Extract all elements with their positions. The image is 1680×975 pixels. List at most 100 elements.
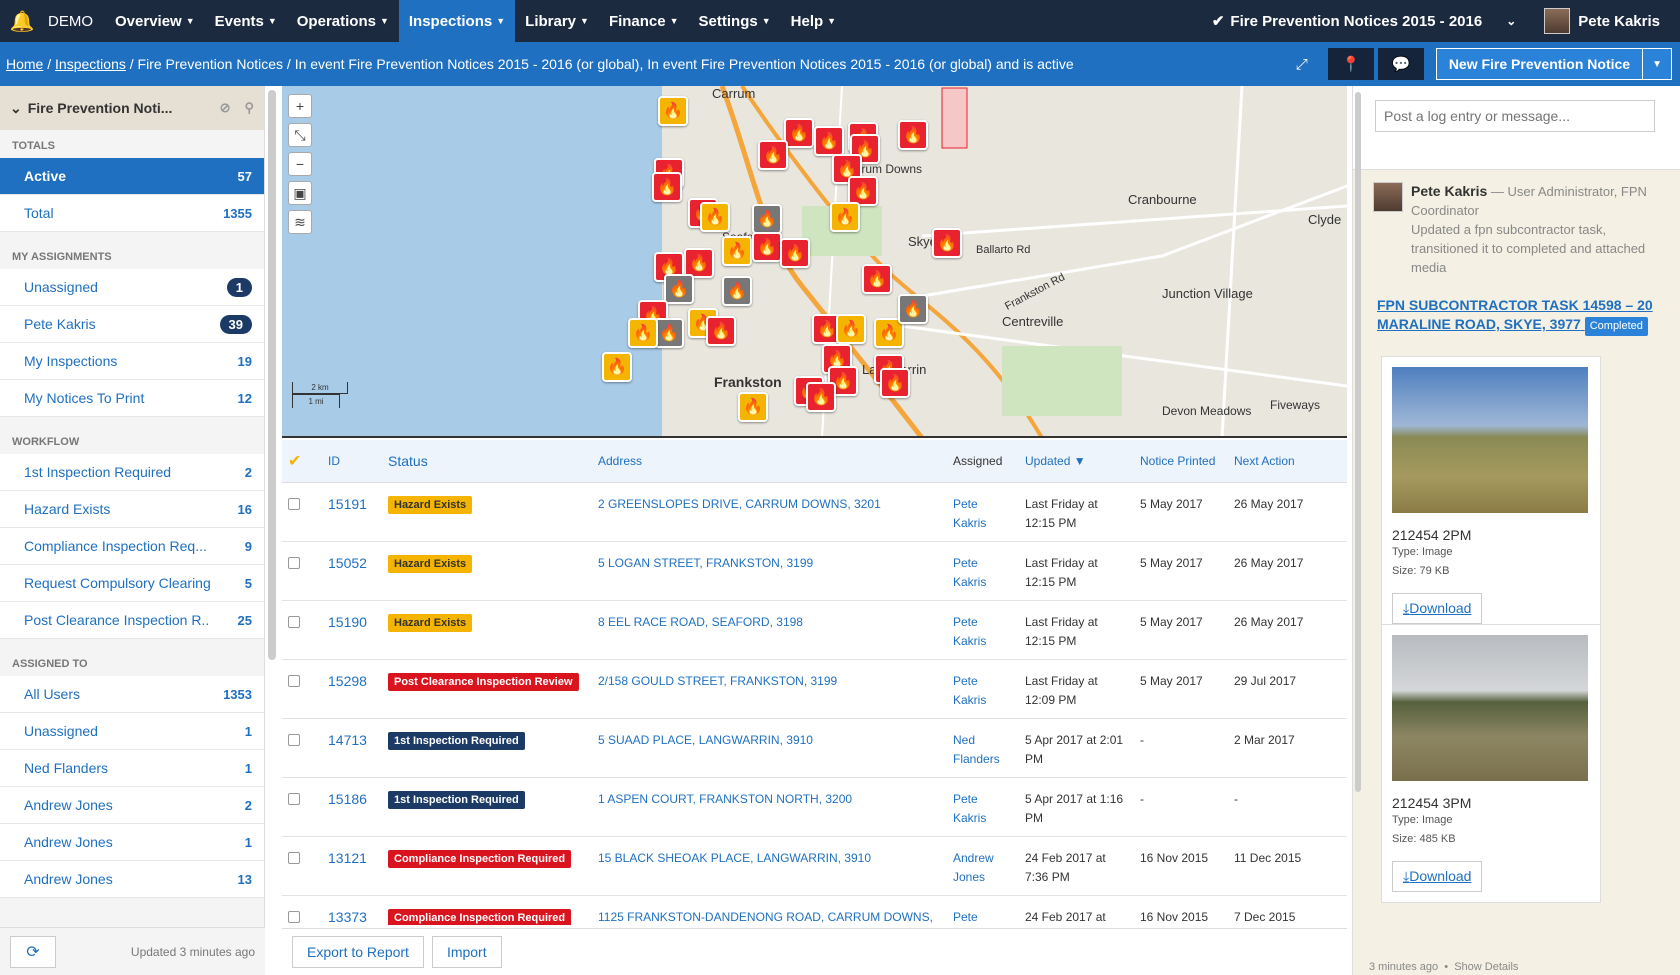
column-updated[interactable]: Updated ▼ (1019, 440, 1134, 483)
sidebar-item[interactable]: Andrew Jones 2 (0, 787, 264, 824)
fire-marker-icon[interactable]: 🔥 (654, 252, 684, 282)
row-checkbox[interactable] (288, 851, 300, 864)
nav-library[interactable]: Library ▼ (525, 12, 589, 30)
sidebar-item[interactable]: All Users 1353 (0, 676, 264, 713)
expand-icon[interactable]: ⤢ (1295, 55, 1308, 73)
fire-marker-icon[interactable]: 🔥 (738, 392, 768, 422)
fire-marker-icon[interactable]: 🔥 (848, 176, 878, 206)
fire-marker-icon[interactable]: 🔥 (602, 352, 632, 382)
fire-marker-icon[interactable]: 🔥 (780, 238, 810, 268)
download-button[interactable]: ⤓Download (1392, 593, 1483, 624)
fire-marker-icon[interactable]: 🔥 (850, 134, 880, 164)
row-checkbox[interactable] (288, 615, 300, 628)
attachment-photo[interactable] (1392, 635, 1588, 781)
task-link[interactable]: FPN SUBCONTRACTOR TASK 14598 – 20 MARALI… (1377, 296, 1667, 336)
sidebar-scrollbar[interactable] (268, 90, 276, 660)
sidebar-item[interactable]: Ned Flanders 1 (0, 750, 264, 787)
row-checkbox[interactable] (288, 910, 300, 923)
address-link[interactable]: 1 ASPEN COURT, FRANKSTON NORTH, 3200 (592, 777, 947, 837)
sidebar-item[interactable]: 1st Inspection Required 2 (0, 454, 264, 491)
notice-id[interactable]: 15190 (322, 600, 382, 660)
column-status[interactable]: Status (382, 440, 592, 483)
fire-marker-icon[interactable]: 🔥 (758, 140, 788, 170)
address-link[interactable]: 15 BLACK SHEOAK PLACE, LANGWARRIN, 3910 (592, 836, 947, 896)
notice-id[interactable]: 15186 (322, 777, 382, 837)
show-details-link[interactable]: Show Details (1454, 961, 1519, 973)
zoom-in-icon[interactable]: + (288, 94, 312, 118)
table-row[interactable]: 14713 1st Inspection Required 5 SUAAD PL… (282, 718, 1347, 778)
log-entry-input[interactable] (1375, 100, 1655, 132)
sidebar-item[interactable]: Total 1355 (0, 195, 264, 232)
breadcrumb-home[interactable]: Home (6, 56, 44, 72)
sidebar-item[interactable]: Post Clearance Inspection R.. 25 (0, 602, 264, 639)
nav-operations[interactable]: Operations ▼ (296, 12, 389, 30)
panel-scrollbar[interactable] (1355, 92, 1361, 792)
chat-icon[interactable]: 💬 (1377, 48, 1424, 80)
address-link[interactable]: 5 SUAAD PLACE, LANGWARRIN, 3910 (592, 718, 947, 778)
assigned-user[interactable]: Pete Kakris (947, 541, 1019, 601)
table-row[interactable]: 15298 Post Clearance Inspection Review 2… (282, 659, 1347, 719)
window-icon[interactable]: ▣ (288, 181, 312, 205)
notice-id[interactable]: 15298 (322, 659, 382, 719)
row-checkbox[interactable] (288, 497, 300, 510)
assigned-user[interactable]: Pete Kakris (947, 482, 1019, 542)
fit-bounds-icon[interactable]: ⤡ (288, 123, 312, 147)
column-address[interactable]: Address (592, 440, 947, 483)
export-to-report-button[interactable]: Export to Report (292, 936, 424, 968)
assigned-user[interactable]: Pete Kakris (947, 659, 1019, 719)
user-menu[interactable]: Pete Kakris (1530, 8, 1680, 34)
sidebar-item[interactable]: My Notices To Print 12 (0, 380, 264, 417)
address-link[interactable]: 8 EEL RACE ROAD, SEAFORD, 3198 (592, 600, 947, 660)
assigned-user[interactable]: Pete Kakris (947, 600, 1019, 660)
table-row[interactable]: 15191 Hazard Exists 2 GREENSLOPES DRIVE,… (282, 482, 1347, 542)
fire-marker-icon[interactable]: 🔥 (806, 382, 836, 412)
fire-marker-icon[interactable]: 🔥 (898, 120, 928, 150)
sidebar-item[interactable]: Pete Kakris 39 (0, 306, 264, 343)
new-fire-prevention-notice-button[interactable]: New Fire Prevention Notice ▼ (1435, 48, 1672, 80)
fire-marker-icon[interactable]: 🔥 (664, 274, 694, 304)
select-all-checkbox[interactable]: ✔ (288, 452, 302, 470)
nav-overview[interactable]: Overview ▼ (115, 12, 195, 30)
sidebar-item[interactable]: Unassigned 1 (0, 713, 264, 750)
fire-marker-icon[interactable]: 🔥 (706, 316, 736, 346)
fire-marker-icon[interactable]: 🔥 (784, 118, 814, 148)
refresh-button[interactable]: ⟳ (10, 935, 56, 968)
notice-id[interactable]: 15191 (322, 482, 382, 542)
nav-settings[interactable]: Settings ▼ (698, 12, 771, 30)
table-row[interactable]: 15190 Hazard Exists 8 EEL RACE ROAD, SEA… (282, 600, 1347, 660)
fire-marker-icon[interactable]: 🔥 (862, 264, 892, 294)
assigned-user[interactable]: Andrew Jones (947, 836, 1019, 896)
eye-slash-icon[interactable]: ⊘ (219, 100, 231, 115)
table-row[interactable]: 13121 Compliance Inspection Required 15 … (282, 836, 1347, 896)
fire-marker-icon[interactable]: 🔥 (932, 228, 962, 258)
nav-help[interactable]: Help ▼ (790, 12, 837, 30)
fire-marker-icon[interactable]: 🔥 (700, 202, 730, 232)
sidebar-item[interactable]: Andrew Jones 13 (0, 861, 264, 898)
fire-marker-icon[interactable]: 🔥 (880, 368, 910, 398)
zoom-out-icon[interactable]: − (288, 152, 312, 176)
column-notice-printed[interactable]: Notice Printed (1134, 440, 1228, 483)
bell-icon[interactable]: 🔔 (9, 10, 35, 33)
fire-marker-icon[interactable]: 🔥 (814, 126, 844, 156)
search-icon[interactable]: ⚲ (244, 100, 254, 115)
table-row[interactable]: 15052 Hazard Exists 5 LOGAN STREET, FRAN… (282, 541, 1347, 601)
fire-marker-icon[interactable]: 🔥 (752, 232, 782, 262)
row-checkbox[interactable] (288, 674, 300, 687)
brand-label[interactable]: DEMO (48, 12, 93, 30)
row-checkbox[interactable] (288, 733, 300, 746)
fire-marker-icon[interactable]: 🔥 (898, 294, 928, 324)
address-link[interactable]: 5 LOGAN STREET, FRANKSTON, 3199 (592, 541, 947, 601)
map[interactable]: + ⤡ − ▣ ≋ Carrum Cranbourne Clyde Skye C… (282, 86, 1347, 438)
chevron-down-icon[interactable]: ▼ (1642, 49, 1671, 79)
fire-marker-icon[interactable]: 🔥 (654, 318, 684, 348)
event-selector[interactable]: ✔ Fire Prevention Notices 2015 - 2016 ⌄ (1211, 12, 1517, 31)
fire-marker-icon[interactable]: 🔥 (836, 314, 866, 344)
sidebar-item[interactable]: Hazard Exists 16 (0, 491, 264, 528)
sidebar-item[interactable]: Compliance Inspection Req... 9 (0, 528, 264, 565)
fire-marker-icon[interactable]: 🔥 (684, 248, 714, 278)
sidebar-item[interactable]: My Inspections 19 (0, 343, 264, 380)
fire-marker-icon[interactable]: 🔥 (652, 172, 682, 202)
download-button[interactable]: ⤓Download (1392, 861, 1483, 892)
layers-icon[interactable]: ≋ (288, 210, 312, 234)
notice-id[interactable]: 15052 (322, 541, 382, 601)
